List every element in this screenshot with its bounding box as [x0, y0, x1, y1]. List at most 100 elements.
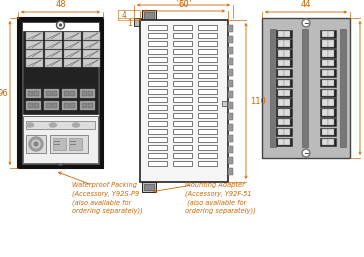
Bar — [198, 97, 217, 102]
Circle shape — [59, 24, 62, 26]
Bar — [322, 70, 328, 76]
Bar — [198, 49, 217, 54]
Bar — [284, 80, 290, 86]
Bar — [284, 99, 290, 106]
Bar — [328, 129, 334, 135]
Bar — [198, 137, 217, 142]
Bar — [198, 41, 217, 46]
Bar — [284, 89, 290, 96]
Bar — [23, 116, 98, 163]
Bar — [134, 18, 142, 26]
Circle shape — [34, 142, 38, 146]
Bar — [82, 103, 87, 108]
Bar — [328, 40, 334, 47]
Bar — [148, 65, 167, 70]
Bar — [284, 129, 290, 135]
Bar — [28, 91, 33, 96]
Text: 96: 96 — [0, 88, 8, 97]
Text: 48: 48 — [55, 0, 66, 9]
Circle shape — [304, 151, 309, 155]
Bar — [148, 33, 167, 38]
Bar — [34, 103, 39, 108]
Bar — [82, 91, 87, 96]
Bar — [222, 101, 227, 106]
Bar — [173, 25, 192, 30]
Bar — [52, 103, 57, 108]
Bar — [320, 69, 336, 77]
Bar — [26, 32, 43, 40]
Circle shape — [304, 21, 309, 25]
Bar — [148, 129, 167, 134]
Bar — [320, 138, 336, 146]
Bar — [144, 184, 154, 190]
Bar — [142, 182, 156, 192]
Bar — [83, 41, 100, 49]
Bar — [322, 50, 328, 57]
Bar — [320, 30, 336, 38]
Bar — [173, 81, 192, 86]
Bar — [328, 139, 334, 145]
Bar — [328, 60, 334, 66]
Text: Mounting Adapter: Mounting Adapter — [185, 182, 245, 188]
Bar — [173, 113, 192, 118]
Bar — [228, 157, 233, 164]
Bar — [173, 97, 192, 102]
Bar — [46, 91, 51, 96]
Bar — [320, 59, 336, 67]
Text: ordering separately)): ordering separately)) — [185, 207, 256, 214]
Bar — [320, 128, 336, 136]
Bar — [34, 91, 39, 96]
Bar — [26, 59, 43, 67]
Bar — [148, 49, 167, 54]
Bar — [173, 41, 192, 46]
Bar — [173, 49, 192, 54]
Bar — [328, 119, 334, 125]
Bar — [276, 39, 292, 48]
Bar — [340, 29, 346, 147]
Bar — [70, 91, 75, 96]
Bar — [278, 80, 284, 86]
Text: (Accessory, Y92S-P9: (Accessory, Y92S-P9 — [72, 190, 139, 197]
Bar — [148, 121, 167, 126]
Bar — [70, 103, 75, 108]
Bar — [148, 41, 167, 46]
Bar — [276, 30, 292, 38]
Circle shape — [58, 159, 63, 163]
Text: 4: 4 — [122, 12, 126, 21]
Bar — [148, 89, 167, 94]
Bar — [228, 80, 233, 87]
Bar — [83, 59, 100, 67]
Bar — [320, 98, 336, 107]
Bar — [148, 57, 167, 62]
Bar — [278, 40, 284, 47]
Bar — [328, 89, 334, 96]
Bar — [83, 32, 100, 40]
Bar — [140, 20, 228, 182]
Bar — [328, 109, 334, 115]
Bar — [284, 70, 290, 76]
Bar — [278, 89, 284, 96]
Bar — [198, 65, 217, 70]
Bar — [262, 18, 350, 158]
Text: (also available for: (also available for — [185, 199, 246, 206]
Circle shape — [59, 160, 62, 162]
Bar — [52, 91, 57, 96]
Text: 60: 60 — [179, 0, 189, 9]
Circle shape — [56, 21, 64, 29]
Bar — [198, 113, 217, 118]
Bar — [276, 69, 292, 77]
Bar — [328, 50, 334, 57]
Circle shape — [302, 149, 310, 157]
Bar — [142, 10, 156, 22]
Bar — [322, 99, 328, 106]
Bar — [322, 89, 328, 96]
Text: 44: 44 — [301, 0, 311, 9]
Bar — [173, 145, 192, 150]
Bar — [83, 50, 100, 58]
Bar — [148, 153, 167, 158]
Bar — [276, 98, 292, 107]
Bar — [144, 12, 154, 20]
Bar — [173, 89, 192, 94]
Bar — [173, 65, 192, 70]
Bar — [148, 73, 167, 78]
